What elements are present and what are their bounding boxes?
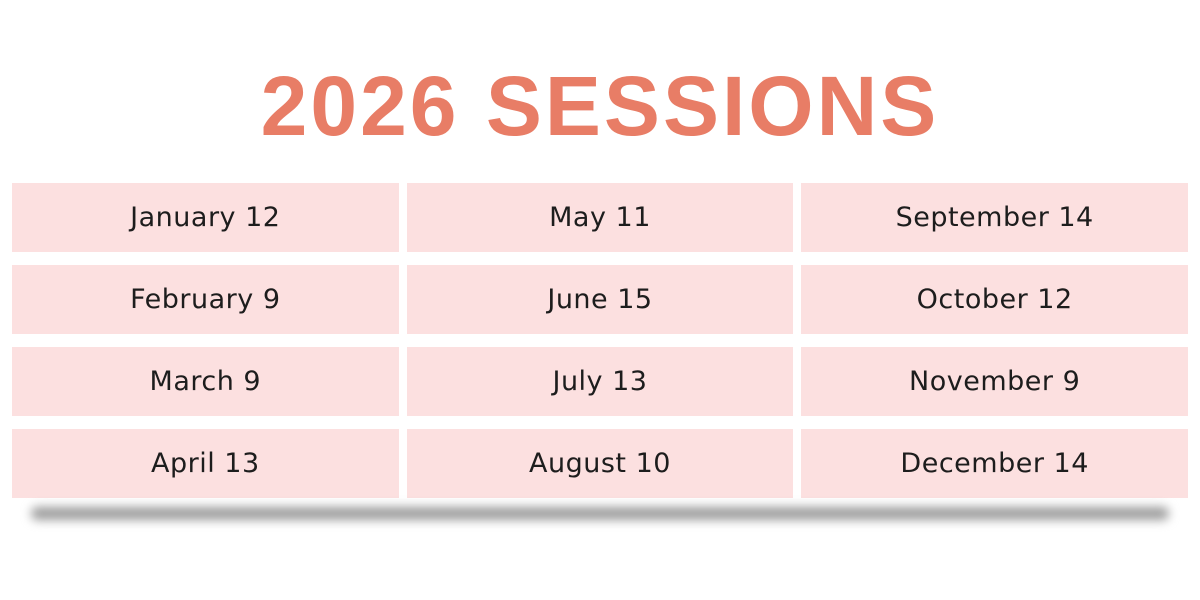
session-schedule-flyer: 2026 SESSIONS January 12 February 9 Marc… bbox=[0, 64, 1200, 600]
session-cell-august: August 10 bbox=[406, 429, 794, 498]
session-cell-july: July 13 bbox=[406, 347, 794, 416]
session-cell-march: March 9 bbox=[12, 347, 399, 416]
sessions-table: January 12 February 9 March 9 April 13 M… bbox=[12, 183, 1188, 498]
session-cell-january: January 12 bbox=[12, 183, 399, 252]
session-cell-october: October 12 bbox=[801, 265, 1188, 334]
session-cell-november: November 9 bbox=[801, 347, 1188, 416]
page-title: 2026 SESSIONS bbox=[260, 59, 940, 153]
session-cell-december: December 14 bbox=[801, 429, 1188, 498]
session-cell-september: September 14 bbox=[801, 183, 1188, 252]
session-cell-april: April 13 bbox=[12, 429, 399, 498]
session-cell-may: May 11 bbox=[406, 183, 794, 252]
session-cell-june: June 15 bbox=[406, 265, 794, 334]
table-drop-shadow bbox=[31, 507, 1169, 520]
session-cell-february: February 9 bbox=[12, 265, 399, 334]
